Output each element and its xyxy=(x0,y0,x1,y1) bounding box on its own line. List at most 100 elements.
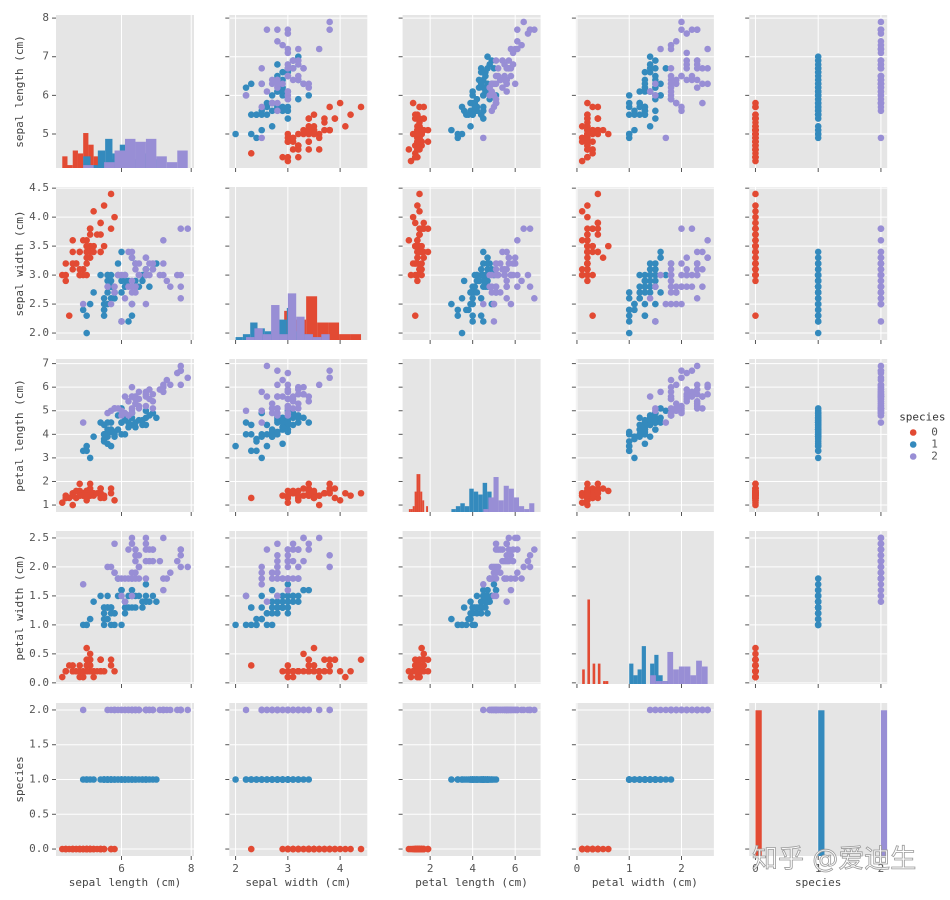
scatter-point xyxy=(295,546,302,553)
scatter-point xyxy=(284,575,292,582)
scatter-point xyxy=(752,662,759,669)
scatter-point xyxy=(279,706,286,714)
scatter-point xyxy=(589,248,596,256)
scatter-point xyxy=(128,289,136,296)
scatter-point xyxy=(584,277,591,285)
scatter-point xyxy=(652,271,659,279)
scatter-point xyxy=(594,845,602,853)
scatter-point xyxy=(284,65,292,72)
scatter-point xyxy=(877,557,885,565)
scatter-point xyxy=(242,419,250,426)
scatter-point xyxy=(672,706,680,714)
y-tick-label: 1 xyxy=(42,498,49,511)
plot-area xyxy=(58,706,192,853)
scatter-point xyxy=(636,294,643,302)
scatter-point xyxy=(424,225,432,233)
x-tick-label: 0 xyxy=(752,862,759,875)
plot-background xyxy=(402,359,541,512)
scatter-point xyxy=(667,388,675,396)
scatter-point xyxy=(253,615,260,623)
scatter-point xyxy=(284,667,292,675)
scatter-point xyxy=(93,845,101,853)
y-tick-label: 0.0 xyxy=(29,842,49,855)
scatter-point xyxy=(90,208,97,215)
scatter-point xyxy=(62,494,70,502)
scatter-point xyxy=(499,84,506,91)
histogram-bar xyxy=(317,322,329,340)
scatter-point xyxy=(469,300,476,308)
scatter-point xyxy=(128,540,136,548)
scatter-point xyxy=(418,225,425,233)
scatter-point xyxy=(482,88,489,95)
histogram-bar xyxy=(684,666,691,684)
scatter-point xyxy=(636,426,643,433)
scatter-point xyxy=(295,153,302,161)
scatter-point xyxy=(814,300,822,308)
scatter-point xyxy=(268,621,276,629)
y-tick-label: 2 xyxy=(42,474,49,487)
scatter-point xyxy=(494,563,502,571)
scatter-point xyxy=(688,367,696,374)
scatter-point xyxy=(683,398,691,405)
scatter-point xyxy=(83,254,90,262)
scatter-point xyxy=(752,260,759,267)
scatter-point xyxy=(646,433,654,440)
scatter-point xyxy=(142,300,150,308)
scatter-point xyxy=(279,604,286,611)
scatter-point xyxy=(279,376,286,384)
plot-area xyxy=(582,599,708,684)
y-tick-label: 5 xyxy=(42,404,49,417)
scatter-point xyxy=(268,400,276,407)
scatter-point xyxy=(279,414,286,422)
scatter-point xyxy=(418,644,425,652)
x-tick-label: 6 xyxy=(512,862,519,875)
scatter-point xyxy=(184,374,192,382)
scatter-point xyxy=(357,489,365,497)
scatter-point xyxy=(652,265,659,273)
scatter-point xyxy=(646,706,654,714)
scatter-point xyxy=(699,80,706,88)
y-tick-label: 6 xyxy=(42,380,49,393)
scatter-point xyxy=(326,18,333,26)
scatter-point xyxy=(289,776,297,783)
histogram-bar xyxy=(410,509,413,512)
scatter-point xyxy=(135,402,143,410)
scatter-point xyxy=(652,57,659,64)
scatter-point xyxy=(274,569,281,577)
scatter-point xyxy=(631,111,638,118)
scatter-point xyxy=(167,569,174,577)
x-tick-label: 6 xyxy=(118,862,125,875)
scatter-point xyxy=(160,586,167,594)
scatter-point xyxy=(752,312,759,319)
scatter-point xyxy=(295,61,302,68)
scatter-point xyxy=(641,283,649,290)
histogram-bar xyxy=(655,681,662,684)
scatter-point xyxy=(418,126,425,134)
scatter-point xyxy=(242,92,250,99)
scatter-point xyxy=(631,300,638,308)
scatter-point xyxy=(310,487,318,495)
subplot xyxy=(745,15,888,172)
scatter-point xyxy=(125,776,132,783)
scatter-point xyxy=(274,592,281,600)
scatter-point xyxy=(672,283,680,290)
subplot xyxy=(398,531,541,688)
scatter-point xyxy=(877,398,885,405)
scatter-point xyxy=(111,540,118,548)
scatter-point xyxy=(289,76,297,84)
subplot xyxy=(571,187,714,344)
histogram-bar xyxy=(62,156,68,168)
scatter-point xyxy=(877,72,885,80)
scatter-point xyxy=(877,45,885,53)
histogram-bar xyxy=(755,710,762,856)
scatter-point xyxy=(505,57,513,64)
histogram-bar xyxy=(880,710,888,856)
scatter-point xyxy=(149,265,157,273)
x-axis-label: petal length (cm) xyxy=(415,876,528,889)
scatter-point xyxy=(589,150,596,157)
y-tick-label: 3.5 xyxy=(29,239,49,252)
scatter-point xyxy=(111,289,118,296)
scatter-point xyxy=(315,673,323,681)
scatter-point xyxy=(107,300,115,308)
scatter-point xyxy=(877,575,885,582)
